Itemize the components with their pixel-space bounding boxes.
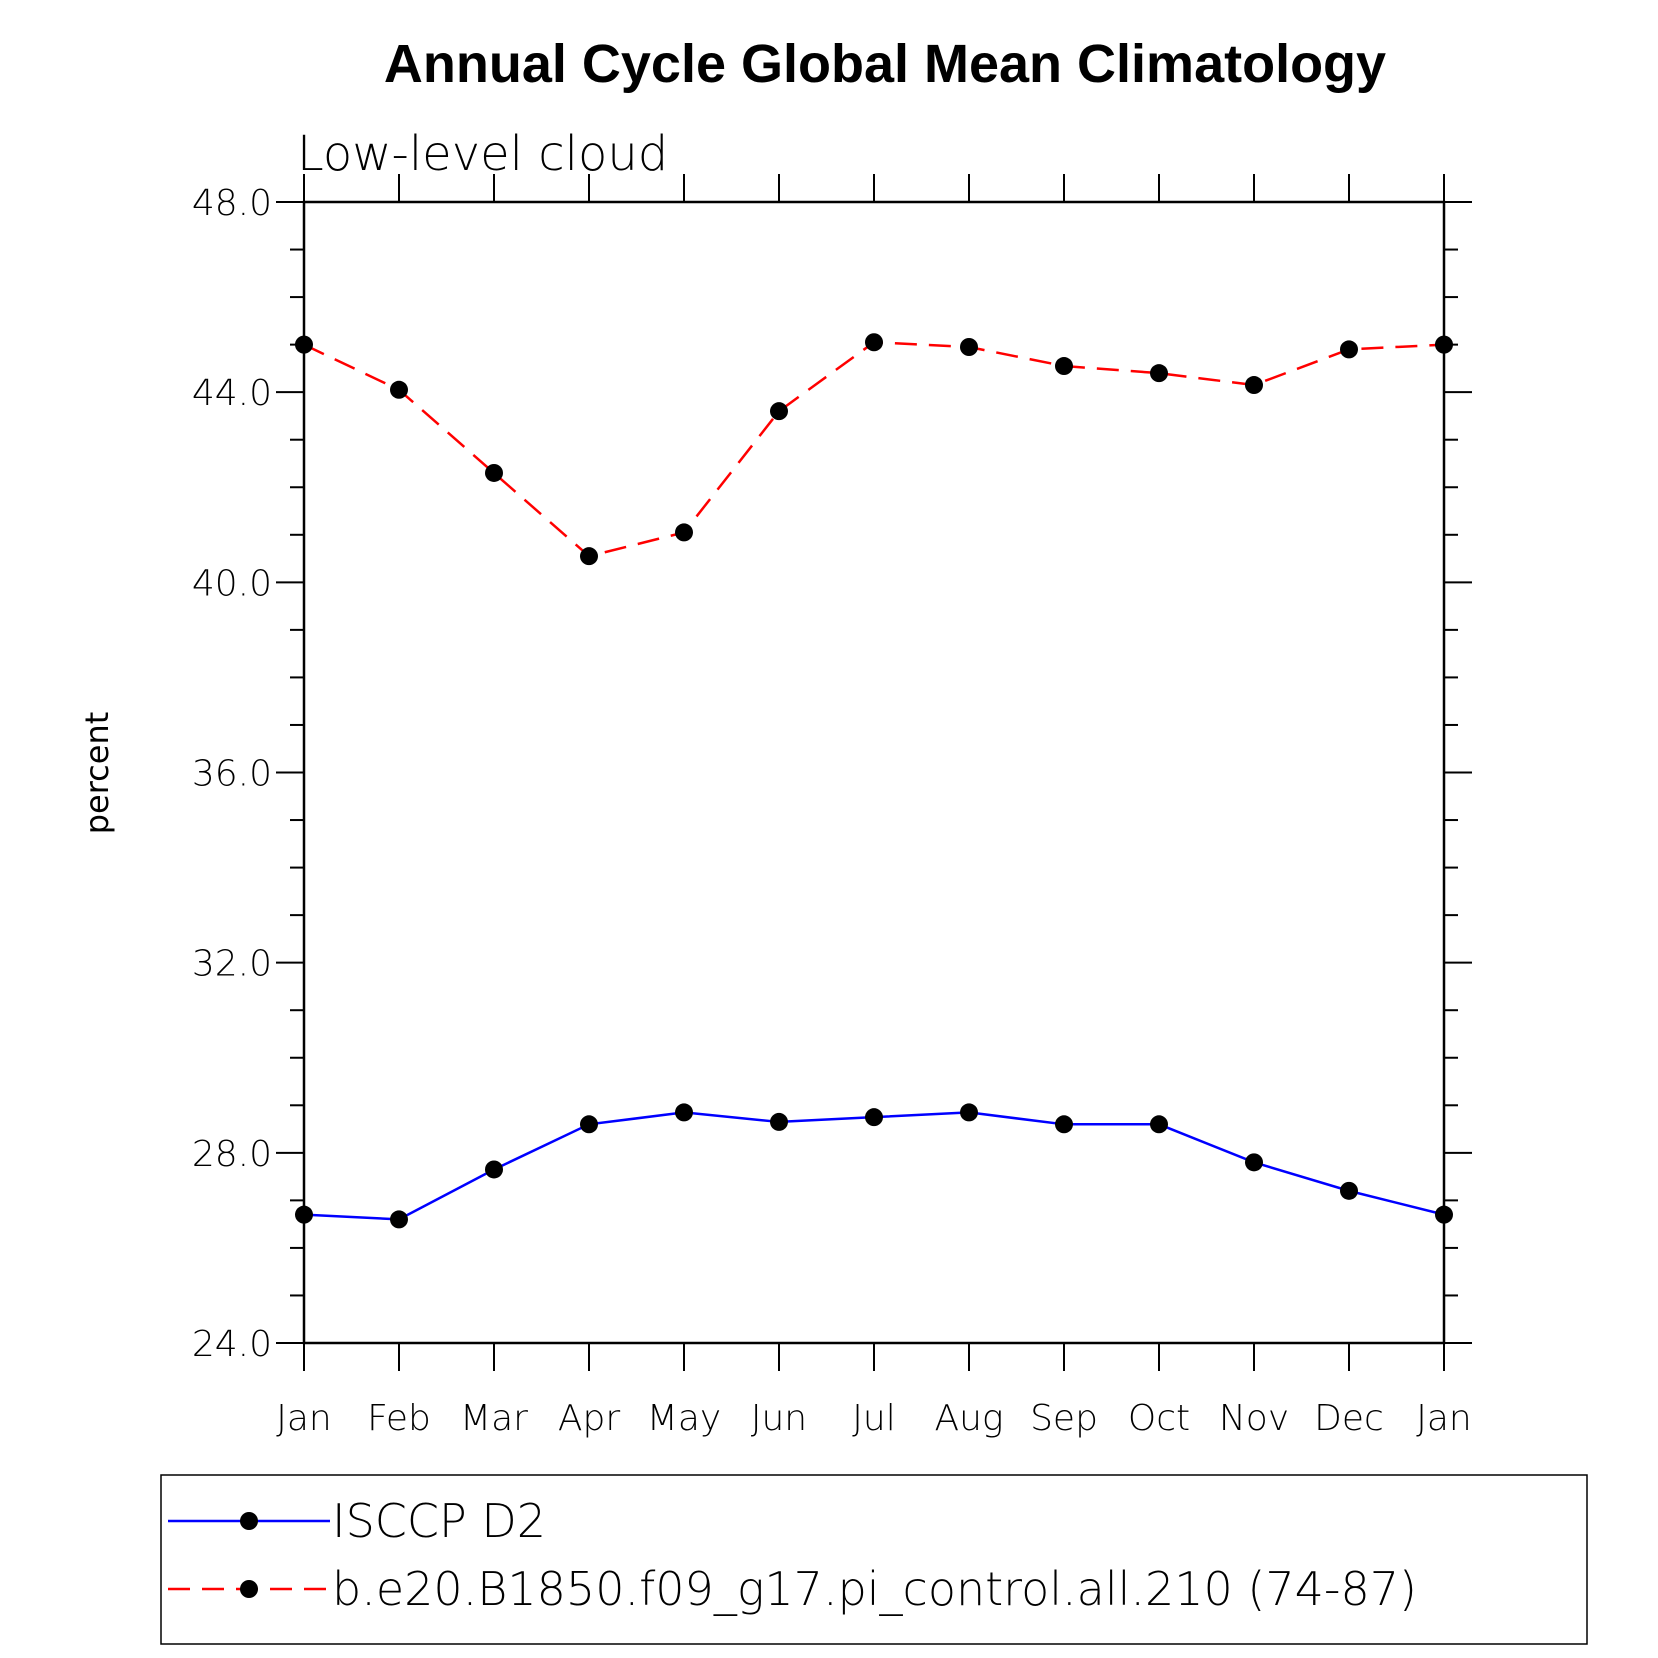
y-tick-label: 32.0 [192, 944, 272, 985]
series-line [303, 340, 1445, 558]
y-tick-label: 44.0 [192, 373, 272, 414]
x-tick-label: Jan [1416, 1398, 1472, 1439]
data-point [580, 547, 598, 566]
data-point [960, 338, 978, 357]
data-point [1245, 1153, 1263, 1172]
data-point [295, 335, 313, 354]
plot-frame [302, 200, 1446, 1345]
data-point [960, 1103, 978, 1122]
y-tick-label: 48.0 [192, 183, 272, 224]
legend-marker [240, 1580, 258, 1598]
data-point [770, 402, 788, 421]
data-point [390, 1210, 408, 1229]
data-point [1150, 1115, 1168, 1134]
x-tick-label: Sep [1030, 1398, 1098, 1439]
x-tick-label: Feb [367, 1398, 431, 1439]
data-point [1340, 1181, 1358, 1200]
data-point [295, 1205, 313, 1224]
y-axis-label: percent [78, 712, 116, 835]
data-point [770, 1112, 788, 1131]
x-tick-label: Jul [852, 1398, 895, 1439]
x-tick-label: Jun [751, 1398, 807, 1439]
x-tick-label: Oct [1128, 1398, 1190, 1439]
data-point [580, 1115, 598, 1134]
x-tick-label: Apr [558, 1398, 620, 1439]
data-point [865, 1108, 883, 1127]
data-point [485, 463, 503, 482]
data-point [865, 333, 883, 352]
y-tick-label: 24.0 [192, 1324, 272, 1365]
y-tick-label: 36.0 [192, 754, 272, 795]
x-tick-label: Jan [276, 1398, 332, 1439]
data-point [390, 380, 408, 399]
data-point [675, 1103, 693, 1122]
data-point [1435, 1205, 1453, 1224]
y-tick-label: 28.0 [192, 1134, 272, 1175]
y-tick-labels: 24.0 28.0 32.0 36.0 40.0 44.0 48.0 [192, 183, 272, 1365]
chart-subtitle: Low-level cloud [297, 126, 668, 182]
legend-label: b.e20.B1850.f09_g17.pi_control.all.210 (… [332, 1562, 1417, 1616]
x-tick-label: Nov [1219, 1398, 1289, 1439]
x-tick-label: Mar [460, 1398, 528, 1439]
data-point [1055, 1115, 1073, 1134]
data-point [1055, 357, 1073, 376]
series-layer [295, 333, 1453, 1229]
x-tick-label: May [647, 1398, 721, 1439]
legend-marker [240, 1512, 258, 1530]
legend: ISCCP D2 b.e20.B1850.f09_g17.pi_control.a… [168, 1494, 1417, 1616]
legend-label: ISCCP D2 [332, 1494, 546, 1548]
y-tick-label: 40.0 [192, 563, 272, 604]
data-point [1150, 364, 1168, 383]
data-point [1435, 335, 1453, 354]
axis-ticks [276, 174, 1472, 1371]
data-point [485, 1160, 503, 1179]
data-point [1245, 376, 1263, 395]
x-tick-label: Aug [934, 1398, 1003, 1439]
data-point [1340, 340, 1358, 359]
chart-title: Annual Cycle Global Mean Climatology [384, 34, 1386, 94]
series-line [303, 1111, 1445, 1221]
legend-box [160, 1474, 1588, 1645]
x-tick-labels: Jan Feb Mar Apr May Jun Jul Aug Sep Oct Nov Dec Jan [276, 1398, 1472, 1439]
data-point [675, 523, 693, 542]
x-tick-label: Dec [1314, 1398, 1384, 1439]
